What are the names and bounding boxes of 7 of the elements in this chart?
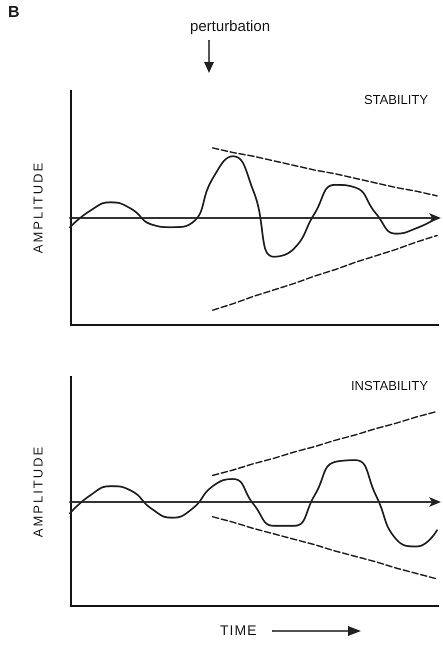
y-axis-title: AMPLITUDE <box>30 444 46 537</box>
y-axis-title: AMPLITUDE <box>30 160 46 254</box>
x-axis-title: TIME <box>220 622 258 638</box>
chart-title: INSTABILITY <box>350 378 428 393</box>
text: perturbation <box>190 18 270 35</box>
chart-title: STABILITY <box>364 92 428 107</box>
text: B <box>8 4 20 22</box>
